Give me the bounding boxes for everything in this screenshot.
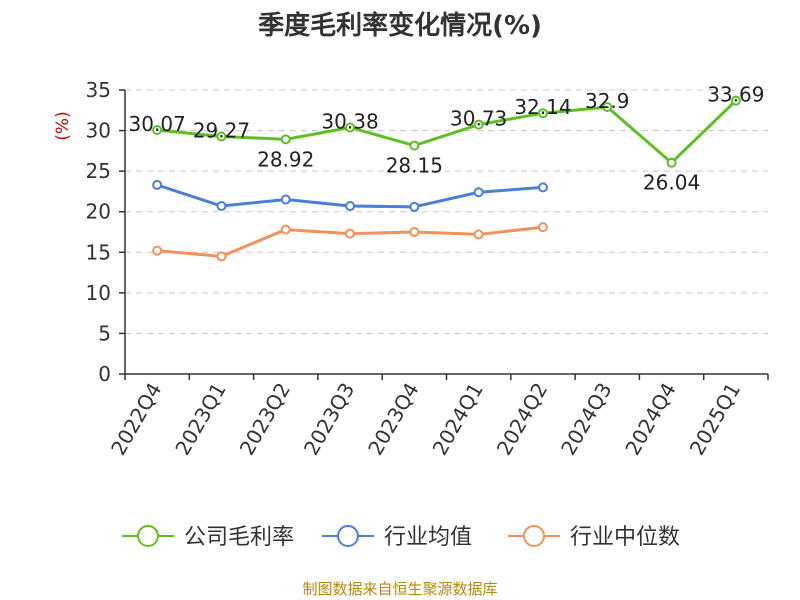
data-point bbox=[280, 134, 291, 145]
data-point bbox=[666, 157, 677, 168]
data-point bbox=[216, 201, 227, 212]
x-tick-label: 2023Q3 bbox=[299, 379, 359, 460]
legend-marker bbox=[523, 525, 545, 547]
chart-title: 季度毛利率变化情况(%) bbox=[258, 10, 542, 41]
x-tick-label: 2022Q4 bbox=[106, 379, 166, 460]
legend-marker bbox=[337, 525, 359, 547]
data-label: 26.04 bbox=[643, 171, 700, 195]
data-point bbox=[537, 108, 548, 119]
data-label: 29.27 bbox=[193, 118, 250, 142]
source-note: 制图数据来自恒生聚源数据库 bbox=[302, 580, 497, 598]
data-point bbox=[473, 119, 484, 130]
data-point bbox=[409, 201, 420, 212]
data-point bbox=[216, 251, 227, 262]
data-point bbox=[345, 201, 356, 212]
y-tick-label: 35 bbox=[86, 78, 111, 102]
data-point bbox=[473, 187, 484, 198]
data-point bbox=[537, 182, 548, 193]
y-axis-label: (%) bbox=[53, 111, 73, 140]
y-tick-label: 0 bbox=[98, 362, 111, 386]
y-tick-label: 20 bbox=[86, 200, 111, 224]
data-label: 28.15 bbox=[386, 154, 443, 178]
legend-marker bbox=[137, 525, 159, 547]
x-tick-label: 2024Q4 bbox=[620, 379, 680, 460]
grid-layer bbox=[125, 89, 768, 334]
y-tick-label: 5 bbox=[98, 321, 111, 345]
data-point bbox=[473, 229, 484, 240]
x-tick-label: 2024Q3 bbox=[556, 379, 616, 460]
data-point bbox=[345, 228, 356, 239]
data-label: 28.92 bbox=[257, 147, 314, 171]
data-label: 32.14 bbox=[514, 95, 571, 119]
data-point bbox=[602, 102, 613, 113]
x-tick-label: 2023Q4 bbox=[363, 379, 423, 460]
legend-label: 行业均值 bbox=[384, 525, 472, 550]
data-label: 30.38 bbox=[321, 109, 378, 133]
x-tick-label: 2025Q1 bbox=[685, 379, 745, 460]
y-tick-label: 10 bbox=[86, 281, 111, 305]
y-tick-label: 15 bbox=[86, 240, 111, 264]
y-tick-label: 30 bbox=[86, 119, 111, 143]
data-point bbox=[152, 125, 163, 136]
x-tick-label: 2024Q1 bbox=[428, 379, 488, 460]
data-point bbox=[280, 224, 291, 235]
data-label: 30.07 bbox=[129, 112, 186, 136]
data-point bbox=[345, 122, 356, 133]
series-layer bbox=[152, 95, 741, 262]
data-point bbox=[280, 194, 291, 205]
legend: 公司毛利率 行业均值 行业中位数 bbox=[122, 525, 680, 550]
data-point bbox=[409, 227, 420, 237]
data-point bbox=[537, 222, 548, 233]
data-point bbox=[152, 179, 163, 190]
data-point bbox=[730, 95, 741, 106]
y-tick-label: 25 bbox=[86, 159, 111, 183]
data-label-layer: 30.07 29.27 28.92 30.38 28.15 30.73 32.14 32.9 2… bbox=[129, 83, 765, 195]
legend-label: 行业中位数 bbox=[570, 525, 680, 550]
data-label: 33.69 bbox=[707, 83, 764, 107]
data-point bbox=[409, 140, 420, 151]
x-tick-label: 2023Q2 bbox=[235, 379, 295, 460]
legend-label: 公司毛利率 bbox=[184, 525, 294, 550]
data-label: 30.73 bbox=[450, 107, 507, 131]
data-point bbox=[216, 131, 227, 142]
x-tick-label: 2023Q1 bbox=[170, 379, 230, 460]
series-line-1 bbox=[156, 99, 737, 165]
x-tick-label: 2024Q2 bbox=[492, 379, 552, 460]
data-label: 32.9 bbox=[585, 89, 630, 113]
data-point bbox=[152, 245, 163, 256]
